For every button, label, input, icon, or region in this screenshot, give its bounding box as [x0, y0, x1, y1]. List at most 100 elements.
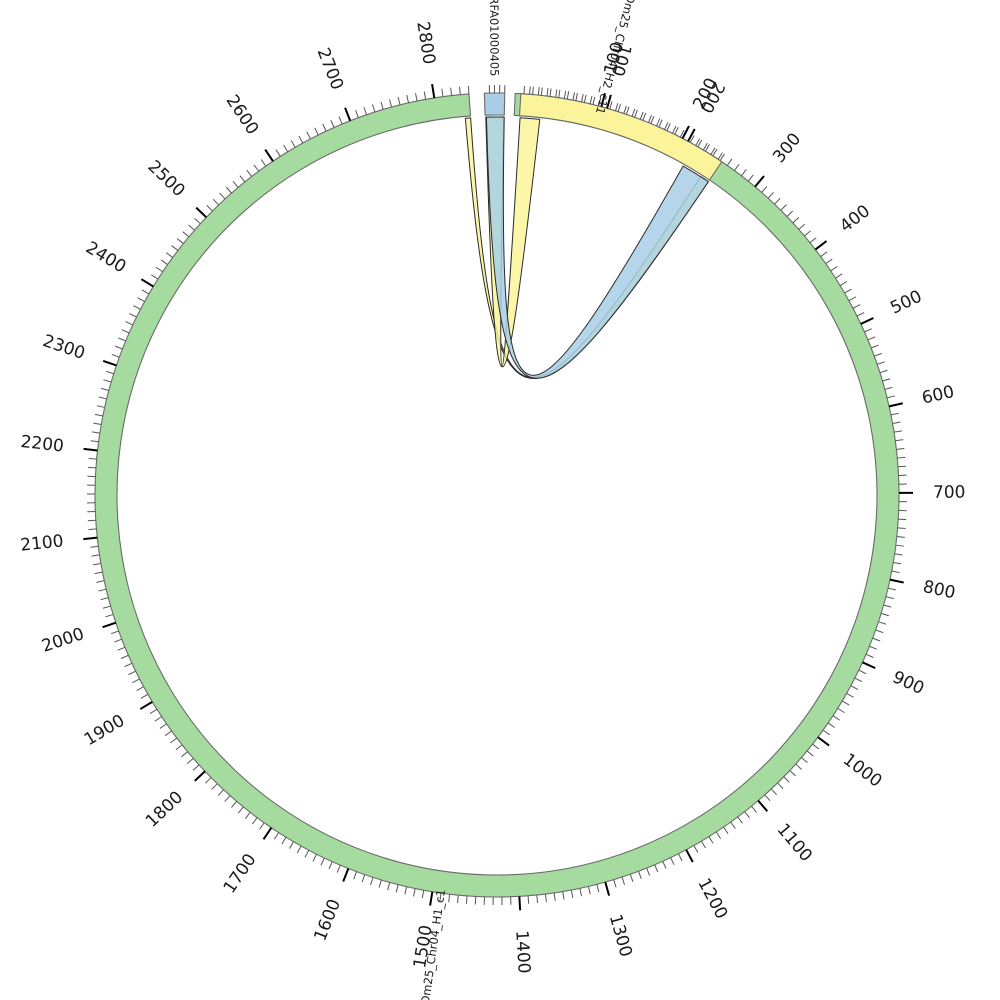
minor-tick: [869, 645, 878, 650]
link-blue-1[interactable]: [485, 116, 709, 379]
minor-tick: [231, 800, 238, 808]
minor-tick: [100, 387, 109, 391]
minor-tick: [629, 874, 634, 882]
minor-tick: [710, 147, 716, 155]
minor-tick: [92, 563, 101, 566]
major-tick: [687, 128, 696, 142]
sequence-track-1[interactable]: [483, 92, 506, 116]
major-tick: [342, 868, 350, 882]
minor-tick: [159, 723, 167, 729]
tick-label: 2800: [412, 20, 439, 66]
tick-label: 1100: [773, 820, 816, 866]
minor-tick: [105, 370, 114, 375]
minor-tick: [450, 87, 453, 96]
minor-tick: [404, 886, 408, 895]
minor-tick: [129, 313, 137, 318]
minor-tick: [798, 223, 806, 230]
minor-tick: [224, 795, 231, 802]
major-tick: [102, 359, 117, 367]
sequence-track-0[interactable]: [94, 92, 900, 898]
minor-tick: [439, 893, 442, 902]
major-tick: [817, 736, 830, 747]
minor-tick: [894, 553, 903, 556]
minor-tick: [536, 894, 539, 904]
minor-tick: [879, 369, 888, 374]
minor-tick: [835, 273, 843, 279]
major-tick: [862, 661, 876, 670]
tick-label: 1700: [220, 850, 261, 897]
minor-tick: [723, 826, 729, 834]
minor-tick: [164, 730, 172, 737]
minor-tick: [895, 544, 904, 547]
tick-label: 2600: [222, 91, 263, 138]
minor-tick: [885, 596, 894, 600]
sequence-track-2[interactable]: [518, 93, 723, 181]
major-tick: [83, 447, 98, 452]
minor-tick: [181, 751, 188, 758]
minor-tick: [387, 882, 391, 891]
tick-label: 1300: [605, 912, 636, 959]
minor-tick: [658, 119, 663, 128]
minor-tick: [206, 205, 213, 212]
minor-tick: [527, 895, 530, 904]
minor-tick: [896, 447, 905, 450]
tick-label: 700: [933, 483, 966, 503]
minor-tick: [558, 89, 561, 98]
major-tick: [83, 536, 98, 541]
minor-tick: [171, 245, 179, 251]
minor-tick: [170, 737, 178, 744]
minor-tick: [846, 692, 854, 698]
minor-tick: [625, 106, 630, 115]
minor-tick: [253, 164, 260, 172]
major-tick: [814, 240, 828, 251]
tick-label: 1600: [311, 896, 346, 944]
minor-tick: [553, 892, 556, 901]
tick-label: 500: [887, 287, 925, 319]
minor-tick: [751, 805, 757, 813]
tick-label: 1800: [142, 787, 187, 831]
major-tick: [889, 578, 904, 584]
minor-tick: [102, 605, 111, 609]
minor-tick: [467, 85, 470, 95]
minor-tick: [328, 861, 333, 870]
minor-tick: [648, 115, 652, 123]
minor-tick: [91, 554, 100, 557]
minor-tick: [642, 112, 647, 121]
minor-tick: [891, 570, 900, 574]
minor-tick: [133, 305, 141, 310]
minor-tick: [423, 91, 427, 100]
tick-label: 2500: [144, 157, 189, 201]
minor-tick: [844, 288, 852, 294]
minor-tick: [448, 894, 451, 903]
minor-tick: [884, 386, 893, 390]
minor-tick: [697, 139, 703, 148]
minor-tick: [708, 836, 714, 844]
minor-tick: [330, 119, 335, 128]
minor-tick: [217, 789, 224, 796]
minor-tick: [770, 788, 778, 796]
minor-tick: [695, 138, 701, 146]
major-tick: [681, 125, 690, 139]
minor-tick: [149, 708, 158, 714]
minor-tick: [523, 85, 525, 94]
minor-tick: [110, 630, 119, 635]
minor-tick: [858, 669, 867, 675]
major-tick: [600, 92, 606, 108]
minor-tick: [783, 776, 790, 783]
minor-tick: [704, 144, 710, 152]
minor-tick: [764, 794, 771, 802]
tick-label: 1900: [81, 711, 128, 750]
minor-tick: [121, 329, 130, 334]
minor-tick: [176, 238, 184, 244]
minor-tick: [897, 527, 906, 529]
minor-tick: [693, 845, 699, 853]
minor-tick: [98, 588, 107, 592]
minor-tick: [737, 816, 743, 824]
minor-tick: [609, 101, 613, 110]
minor-tick: [91, 431, 100, 434]
minor-tick: [741, 169, 747, 177]
minor-tick: [570, 889, 574, 899]
minor-tick: [780, 204, 787, 211]
minor-tick: [562, 891, 565, 900]
minor-tick: [413, 888, 416, 897]
